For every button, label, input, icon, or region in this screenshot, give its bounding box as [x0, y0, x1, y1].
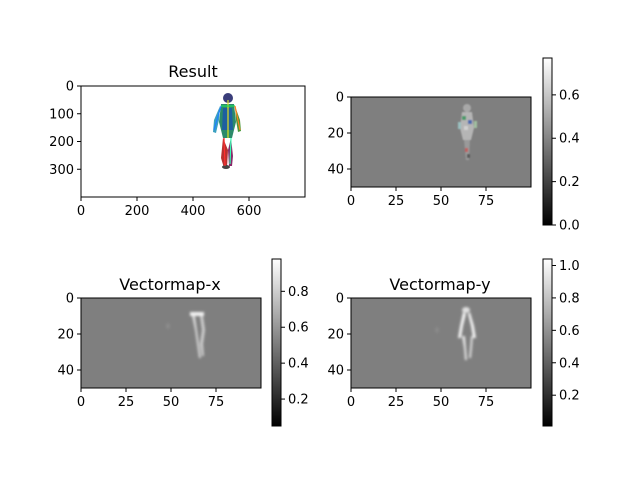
vectormap-y-ytick-label: 40: [327, 364, 344, 379]
heatmap-ytick-label: 0: [336, 91, 344, 106]
heatmap-blob: [458, 104, 477, 160]
vectormap-y-xtick-label: 50: [433, 395, 450, 410]
vectormap-y-colorbar: [542, 258, 553, 427]
vectormap-y-xtick-label: 0: [347, 395, 355, 410]
vectormap-x-xtick-label: 0: [77, 395, 85, 410]
vectormap-x-ytick-label: 0: [66, 292, 74, 307]
result-ytick-label: 200: [49, 135, 74, 150]
heatmap-xtick-label: 75: [478, 194, 495, 209]
heatmap-colorbar: [542, 57, 553, 226]
heatmap-colorbar-tick-label: 0.6: [559, 88, 580, 103]
result-plot-area: [80, 85, 306, 198]
vectormap-x-colorbar-tick-label: 0.6: [288, 321, 309, 336]
vectormap-y-xtick-label: 75: [478, 395, 495, 410]
vectormap-x-colorbar-tick-label: 0.2: [288, 393, 309, 408]
vectormap-y-title: Vectormap-y: [389, 275, 490, 294]
panel-vectormap-y: Vectormap-y 0 25 50 75 0 20 40 0.2 0.4 0.6 0.8 1.…: [327, 258, 580, 427]
vectormap-y-colorbar-tick-label: 0.4: [559, 356, 580, 371]
heatmap-colorbar-tick-label: 0.0: [559, 219, 580, 234]
vectormap-x-title: Vectormap-x: [119, 275, 221, 294]
vectormap-x-xtick-label: 75: [208, 395, 225, 410]
result-ytick-label: 100: [49, 107, 74, 122]
vectormap-y-blob: [435, 307, 476, 360]
result-xtick-label: 600: [237, 204, 262, 219]
vectormap-y-xtick-label: 25: [388, 395, 405, 410]
vectormap-y-colorbar-tick-label: 0.6: [559, 324, 580, 339]
vectormap-x-ytick-label: 40: [57, 364, 74, 379]
result-title: Result: [168, 62, 217, 81]
result-ytick-label: 300: [49, 163, 74, 178]
vectormap-y-colorbar-tick-label: 0.8: [559, 291, 580, 306]
panel-vectormap-x: Vectormap-x 0 25 50 75 0 20 40 0.2 0.4 0.6 0.8: [57, 258, 309, 427]
panel-heatmap: 0 25 50 75 0 20 40 0.0 0.2 0.4 0.6: [327, 57, 580, 234]
vectormap-y-plot-area: [350, 297, 532, 389]
vectormap-x-ytick-label: 20: [57, 328, 74, 343]
result-ytick-label: 0: [66, 80, 74, 95]
vectormap-y-colorbar-tick-label: 1.0: [559, 259, 580, 274]
heatmap-colorbar-tick-label: 0.2: [559, 175, 580, 190]
result-xtick-label: 0: [77, 204, 85, 219]
vectormap-x-blob: [166, 312, 205, 358]
heatmap-xtick-label: 0: [347, 194, 355, 209]
heatmap-ytick-label: 20: [327, 127, 344, 142]
result-figure-image: [213, 93, 241, 169]
heatmap-xtick-label: 50: [433, 194, 450, 209]
vectormap-y-ytick-label: 20: [327, 328, 344, 343]
vectormap-x-xtick-label: 50: [163, 395, 180, 410]
panel-result: Result 0 200 400 600 0 100 200 300: [49, 62, 306, 219]
result-xtick-label: 200: [125, 204, 150, 219]
vectormap-x-colorbar-tick-label: 0.4: [288, 357, 309, 372]
result-xtick-label: 400: [181, 204, 206, 219]
vectormap-x-plot-area: [80, 297, 262, 389]
heatmap-xtick-label: 25: [388, 194, 405, 209]
heatmap-colorbar-tick-label: 0.4: [559, 132, 580, 147]
vectormap-x-xtick-label: 25: [118, 395, 135, 410]
vectormap-x-colorbar: [271, 258, 282, 427]
heatmap-plot-area: [350, 96, 532, 188]
vectormap-y-ytick-label: 0: [336, 292, 344, 307]
heatmap-ytick-label: 40: [327, 163, 344, 178]
vectormap-x-colorbar-tick-label: 0.8: [288, 285, 309, 300]
vectormap-y-colorbar-tick-label: 0.2: [559, 389, 580, 404]
